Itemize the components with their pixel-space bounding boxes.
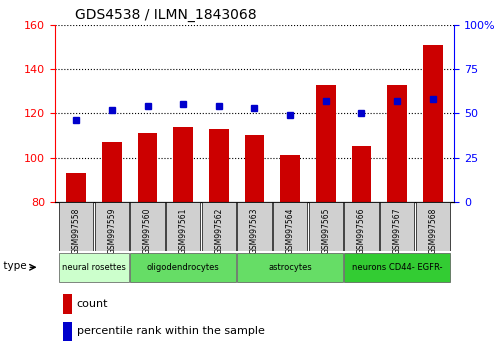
Bar [352,147,371,202]
Text: neurons CD44- EGFR-: neurons CD44- EGFR- [352,263,442,272]
FancyBboxPatch shape [130,253,236,282]
FancyBboxPatch shape [238,202,271,251]
Text: cell type: cell type [0,261,26,271]
FancyBboxPatch shape [309,202,343,251]
Bar [102,142,122,202]
FancyBboxPatch shape [238,253,343,282]
Text: GSM997562: GSM997562 [215,208,224,254]
Text: GSM997558: GSM997558 [72,208,81,254]
Bar [280,155,300,202]
Text: oligodendrocytes: oligodendrocytes [147,263,220,272]
FancyBboxPatch shape [166,202,200,251]
FancyBboxPatch shape [202,202,236,251]
Text: GSM997560: GSM997560 [143,208,152,254]
FancyBboxPatch shape [380,202,414,251]
FancyBboxPatch shape [130,202,165,251]
Text: percentile rank within the sample: percentile rank within the sample [77,326,265,336]
Bar [209,129,229,202]
Bar [174,126,193,202]
FancyBboxPatch shape [344,253,450,282]
FancyBboxPatch shape [273,202,307,251]
Text: GSM997568: GSM997568 [428,208,437,254]
FancyBboxPatch shape [416,202,450,251]
Bar [423,45,443,202]
Text: astrocytes: astrocytes [268,263,312,272]
Text: GSM997567: GSM997567 [393,208,402,254]
Text: GSM997563: GSM997563 [250,208,259,254]
Text: GSM997559: GSM997559 [107,208,116,254]
Text: GSM997565: GSM997565 [321,208,330,254]
Bar [387,85,407,202]
FancyBboxPatch shape [95,202,129,251]
Text: neural rosettes: neural rosettes [62,263,126,272]
Text: GSM997564: GSM997564 [285,208,294,254]
Bar [316,85,335,202]
Bar [245,135,264,202]
FancyBboxPatch shape [344,202,379,251]
Bar [138,133,157,202]
Bar [63,322,72,341]
Bar [66,173,86,202]
FancyBboxPatch shape [59,202,93,251]
Text: GSM997566: GSM997566 [357,208,366,254]
Bar [63,295,72,314]
Text: GSM997561: GSM997561 [179,208,188,254]
Text: GDS4538 / ILMN_1843068: GDS4538 / ILMN_1843068 [75,8,256,22]
FancyBboxPatch shape [59,253,129,282]
Text: count: count [77,299,108,309]
